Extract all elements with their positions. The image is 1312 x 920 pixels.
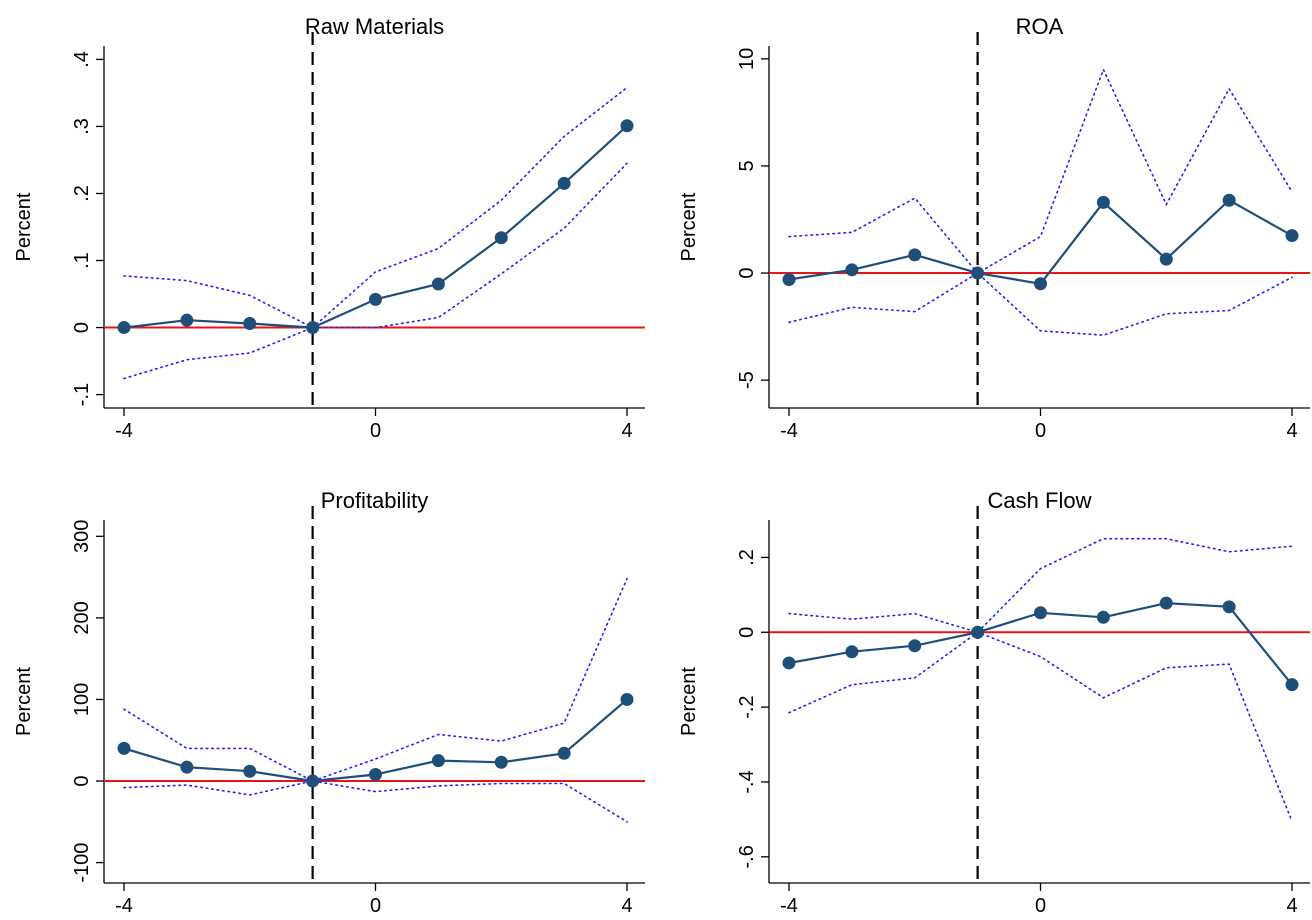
- estimate-point: [908, 639, 922, 653]
- chart-panel-3: Cash Flow Percent -.6 -.4 -.2 0 .2 -4 0 4: [678, 488, 1310, 917]
- estimate-point: [620, 692, 634, 706]
- y-tick-label: -.4: [736, 770, 758, 793]
- chart-title: Raw Materials: [305, 14, 444, 39]
- chart-panel-1: ROA Percent -5 0 5 10 -4 0 4: [678, 14, 1310, 442]
- y-tick-label: 0: [71, 775, 93, 786]
- estimate-point: [1034, 606, 1047, 620]
- estimate-point: [971, 266, 985, 280]
- y-tick-label: -100: [71, 843, 93, 883]
- chart-panel-2: Profitability Percent -100 0 100 200 300 -4 0 4: [13, 488, 645, 917]
- estimate-point: [431, 277, 445, 291]
- estimate-point: [117, 741, 131, 755]
- x-tick-label: -4: [115, 895, 133, 917]
- x-tick-label: -4: [780, 420, 798, 442]
- estimate-point: [117, 321, 131, 335]
- ci-upper-line: [123, 86, 628, 329]
- x-tick-label: -4: [780, 895, 798, 917]
- ci-lower-line: [123, 780, 628, 823]
- estimate-point: [971, 625, 985, 639]
- estimate-point: [180, 760, 194, 774]
- y-tick-label: .1: [71, 252, 93, 269]
- y-tick-label: 0: [736, 627, 758, 638]
- estimate-point: [369, 768, 382, 782]
- estimate-point: [1159, 596, 1173, 610]
- estimate-point: [782, 272, 796, 286]
- y-tick-label: 10: [736, 48, 758, 70]
- estimate-point: [1222, 600, 1236, 614]
- y-axis-label: Percent: [678, 667, 700, 736]
- estimate-point: [908, 248, 922, 262]
- estimate-point: [1096, 610, 1110, 624]
- estimate-point: [243, 317, 257, 331]
- estimate-point: [557, 176, 571, 190]
- ci-upper-line: [123, 577, 628, 782]
- estimate-point: [1285, 229, 1299, 243]
- y-tick-label: .2: [736, 549, 758, 566]
- x-tick-label: 4: [1286, 895, 1297, 917]
- y-tick-label: 100: [71, 683, 93, 716]
- ci-upper-line: [788, 537, 1293, 634]
- estimate-point: [306, 774, 320, 788]
- ci-lower-line: [788, 631, 1293, 823]
- x-tick-label: -4: [115, 420, 133, 442]
- y-tick-label: 0: [736, 267, 758, 278]
- x-tick-label: 0: [370, 895, 381, 917]
- estimate-point: [494, 755, 508, 769]
- estimate-point: [494, 231, 508, 245]
- y-tick-label: -.6: [736, 845, 758, 868]
- estimate-point: [1285, 678, 1299, 692]
- estimate-line: [788, 198, 1293, 285]
- y-tick-label: 0: [71, 322, 93, 333]
- chart-title: ROA: [1016, 14, 1064, 39]
- estimate-point: [369, 292, 382, 306]
- y-tick-label: 200: [71, 601, 93, 634]
- estimate-point: [1222, 193, 1236, 207]
- x-tick-label: 0: [1035, 420, 1046, 442]
- x-tick-label: 4: [621, 895, 632, 917]
- y-tick-label: .4: [71, 51, 93, 68]
- y-tick-label: -.1: [71, 383, 93, 406]
- estimate-point: [431, 754, 445, 768]
- x-tick-label: 4: [621, 420, 632, 442]
- y-tick-label: .3: [71, 118, 93, 135]
- estimate-point: [1096, 195, 1110, 209]
- estimate-point: [306, 321, 320, 335]
- y-axis-label: Percent: [13, 192, 35, 261]
- estimate-point: [845, 263, 859, 277]
- y-tick-label: .2: [71, 185, 93, 202]
- y-axis-label: Percent: [13, 667, 35, 736]
- ci-lower-line: [123, 162, 628, 380]
- estimate-point: [1159, 252, 1173, 266]
- ci-lower-line: [788, 272, 1293, 337]
- chart-panel-0: Raw Materials Percent -.1 0 .1 .2 .3 .4 -4 0 4: [13, 14, 645, 442]
- estimate-point: [845, 645, 859, 659]
- estimate-point: [1034, 277, 1047, 291]
- estimate-point: [782, 656, 796, 670]
- estimate-point: [557, 746, 571, 760]
- chart-title: Cash Flow: [988, 488, 1092, 513]
- x-tick-label: 0: [1035, 895, 1046, 917]
- y-tick-label: -.2: [736, 695, 758, 718]
- y-axis-label: Percent: [678, 192, 700, 261]
- estimate-point: [243, 764, 257, 778]
- x-tick-label: 4: [1286, 420, 1297, 442]
- ci-upper-line: [788, 67, 1293, 275]
- y-tick-label: 300: [71, 520, 93, 553]
- estimate-point: [620, 119, 634, 133]
- estimate-point: [180, 313, 194, 327]
- y-tick-label: 5: [736, 160, 758, 171]
- chart-title: Profitability: [321, 488, 429, 513]
- y-tick-label: -5: [736, 371, 758, 389]
- x-tick-label: 0: [370, 420, 381, 442]
